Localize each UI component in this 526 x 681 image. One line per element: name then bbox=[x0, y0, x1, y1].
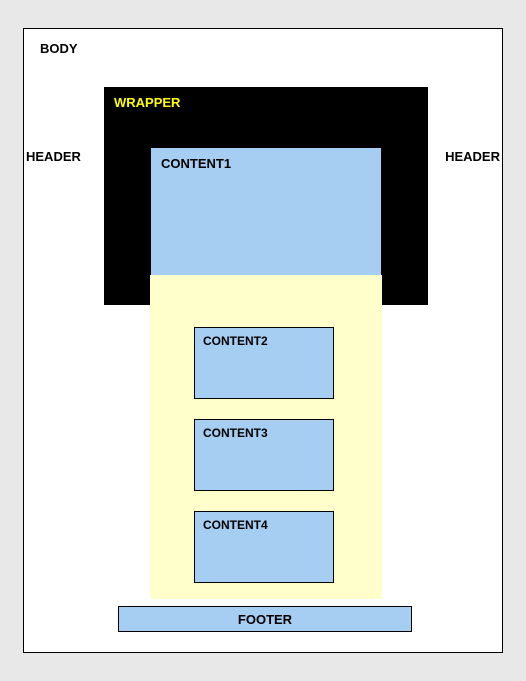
content1-top: CONTENT1 bbox=[150, 147, 382, 275]
content2-label: CONTENT2 bbox=[203, 334, 268, 348]
content2-box: CONTENT2 bbox=[194, 327, 334, 399]
content3-box: CONTENT3 bbox=[194, 419, 334, 491]
footer-box: FOOTER bbox=[118, 606, 412, 632]
content4-label: CONTENT4 bbox=[203, 518, 268, 532]
content3-label: CONTENT3 bbox=[203, 426, 268, 440]
layout-diagram: BODY HEADER HEADER WRAPPER CONTENT1 CONT… bbox=[23, 28, 503, 653]
footer-label: FOOTER bbox=[238, 612, 292, 627]
body-label: BODY bbox=[40, 41, 78, 56]
header-label-left: HEADER bbox=[26, 149, 81, 164]
content1-label: CONTENT1 bbox=[161, 156, 231, 171]
wrapper-label: WRAPPER bbox=[114, 95, 180, 110]
header-label-right: HEADER bbox=[445, 149, 500, 164]
content4-box: CONTENT4 bbox=[194, 511, 334, 583]
content1-box: CONTENT1 CONTENT2 CONTENT3 CONTENT4 bbox=[150, 147, 382, 599]
